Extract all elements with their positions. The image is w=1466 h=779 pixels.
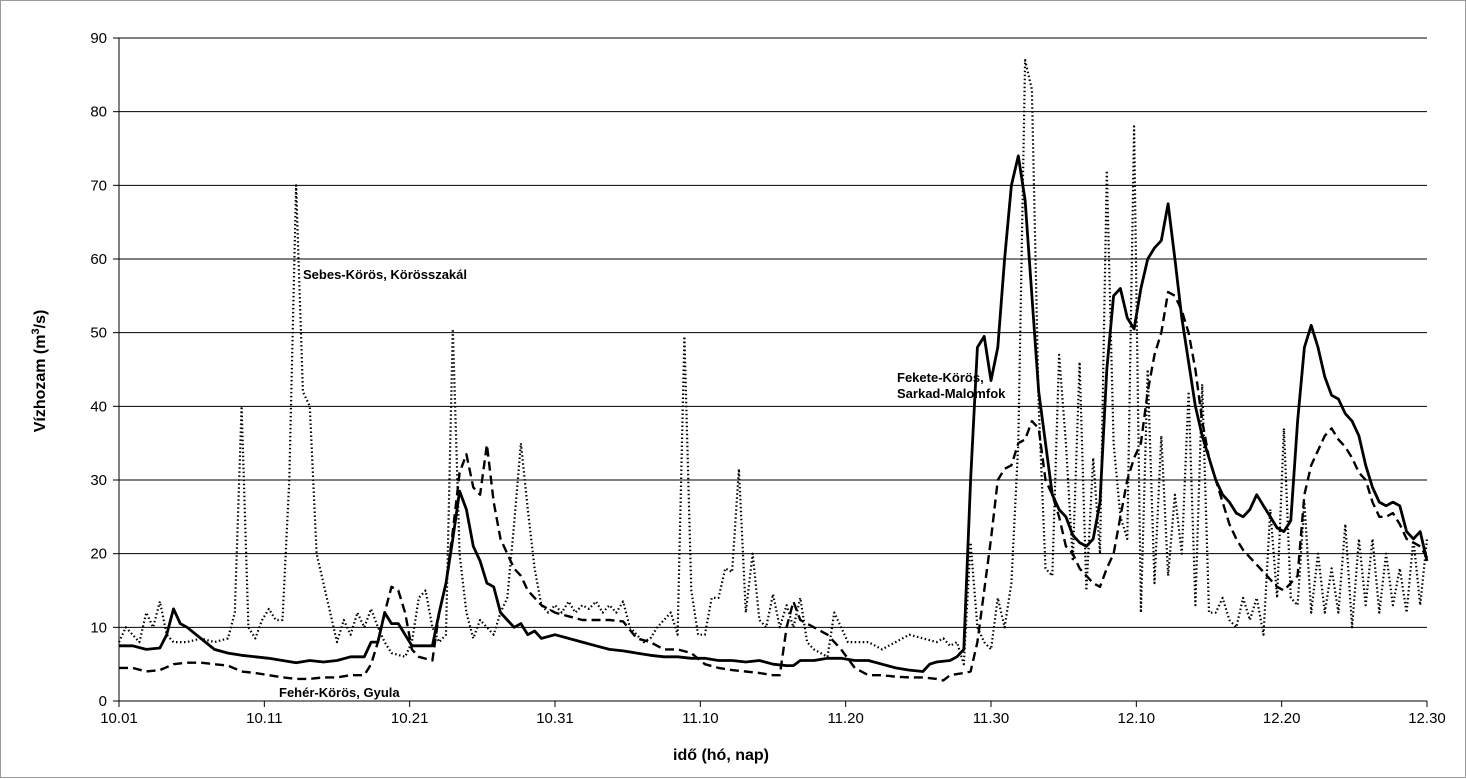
- x-tick-label: 10.21: [391, 710, 429, 727]
- y-tick-label: 90: [90, 30, 107, 47]
- series-line-dashed: [119, 290, 1429, 682]
- annotation-sebes-koros: Sebes-Körös, Körösszakál: [303, 267, 467, 282]
- y-tick-label: 70: [90, 177, 107, 194]
- x-tick-label: 11.30: [973, 710, 1009, 727]
- axes: [113, 37, 1428, 707]
- x-tick-label: 10.11: [246, 710, 282, 727]
- y-tick-labels: 0 10 20 30 40 50 60 70 80 90: [90, 30, 107, 710]
- x-axis-title: idő (hó, nap): [673, 747, 769, 764]
- y-axis-title: Vízhozam (m3/s): [30, 310, 49, 433]
- series-line-dotted: [118, 59, 1429, 666]
- annotation-feher-koros: Fehér-Körös, Gyula: [279, 685, 400, 700]
- annotation-fekete-koros-line2: Sarkad-Malomfok: [897, 386, 1006, 401]
- y-tick-label: 30: [90, 472, 107, 489]
- x-tick-label: 11.10: [682, 710, 718, 727]
- annotation-fekete-koros-line1: Fekete-Körös,: [897, 370, 984, 385]
- x-tick-label: 12.30: [1408, 710, 1446, 727]
- y-axis-title-main: Vízhozam (m: [32, 335, 49, 433]
- y-tick-label: 0: [99, 693, 107, 710]
- series-line-solid: [119, 154, 1429, 673]
- x-tick-labels: 10.01 10.11 10.21 10.31 11.10 11.20 11.30 12.10…: [100, 710, 1446, 727]
- y-tick-label: 10: [90, 619, 107, 636]
- gridlines: [119, 37, 1427, 628]
- y-tick-label: 50: [90, 325, 107, 342]
- series-lines: [118, 59, 1429, 682]
- x-tick-label: 11.20: [827, 710, 863, 727]
- y-tick-label: 40: [90, 398, 107, 415]
- x-tick-label: 10.01: [100, 710, 138, 727]
- y-axis-title-sup: 3: [30, 328, 42, 334]
- y-tick-label: 80: [90, 104, 107, 121]
- x-tick-label: 12.20: [1263, 710, 1301, 727]
- y-axis-title-end: /s): [32, 310, 49, 329]
- y-tick-label: 20: [90, 546, 107, 563]
- x-tick-label: 10.31: [536, 710, 574, 727]
- y-tick-label: 60: [90, 251, 107, 268]
- x-tick-label: 12.10: [1118, 710, 1156, 727]
